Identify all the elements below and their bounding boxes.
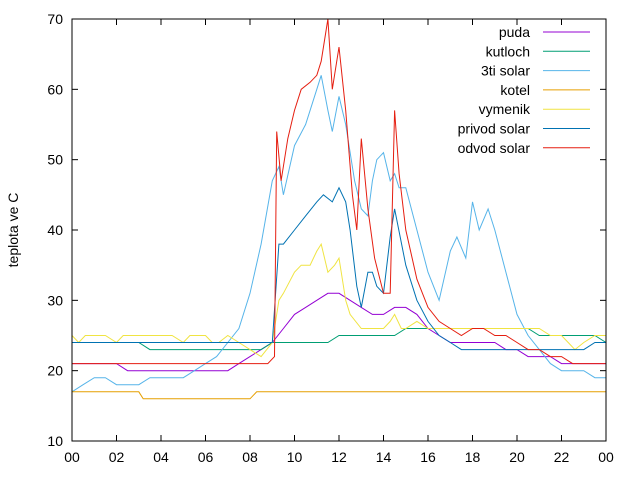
- x-tick-label: 20: [509, 449, 525, 465]
- x-tick-label: 08: [242, 449, 258, 465]
- y-axis-label: teplota ve C: [5, 193, 21, 268]
- series-line-3ti-solar: [71, 75, 606, 393]
- legend-label: puda: [499, 24, 530, 40]
- x-tick-label: 22: [554, 449, 570, 465]
- legend-label: kotel: [500, 82, 530, 98]
- y-tick-label: 60: [47, 81, 63, 97]
- x-tick-label: 14: [376, 449, 392, 465]
- legend-label: odvod solar: [458, 140, 531, 156]
- y-tick-label: 20: [47, 363, 63, 379]
- x-tick-label: 10: [287, 449, 303, 465]
- x-tick-label: 06: [198, 449, 214, 465]
- series-layer: [71, 18, 607, 400]
- y-tick-label: 30: [47, 292, 63, 308]
- y-axis: 10 20 30 40 50 60 70: [47, 11, 606, 449]
- y-tick-label: 10: [47, 433, 63, 449]
- x-tick-label: 16: [420, 449, 436, 465]
- series-line-privod-solar: [72, 186, 606, 351]
- legend-label: privod solar: [458, 121, 531, 137]
- legend-label: 3ti solar: [481, 63, 530, 79]
- series-line-kotel: [72, 391, 606, 400]
- legend: puda kutloch 3ti solar kotel vymenik privod s…: [458, 24, 590, 156]
- x-tick-label: 02: [109, 449, 125, 465]
- legend-label: kutloch: [486, 43, 530, 59]
- x-tick-label: 18: [465, 449, 481, 465]
- series-line-vymenik: [71, 242, 606, 358]
- series-line-odvod-solar: [72, 18, 606, 365]
- x-tick-label: 12: [331, 449, 347, 465]
- x-tick-label: 00: [64, 449, 80, 465]
- x-axis: 00 02 04 06 08 10 12 14 16 18 20 22 00: [64, 19, 614, 465]
- legend-label: vymenik: [479, 101, 531, 117]
- x-tick-label: 00: [598, 449, 614, 465]
- y-tick-label: 70: [47, 11, 63, 27]
- x-tick-label: 04: [153, 449, 169, 465]
- y-tick-label: 50: [47, 152, 63, 168]
- y-tick-label: 40: [47, 222, 63, 238]
